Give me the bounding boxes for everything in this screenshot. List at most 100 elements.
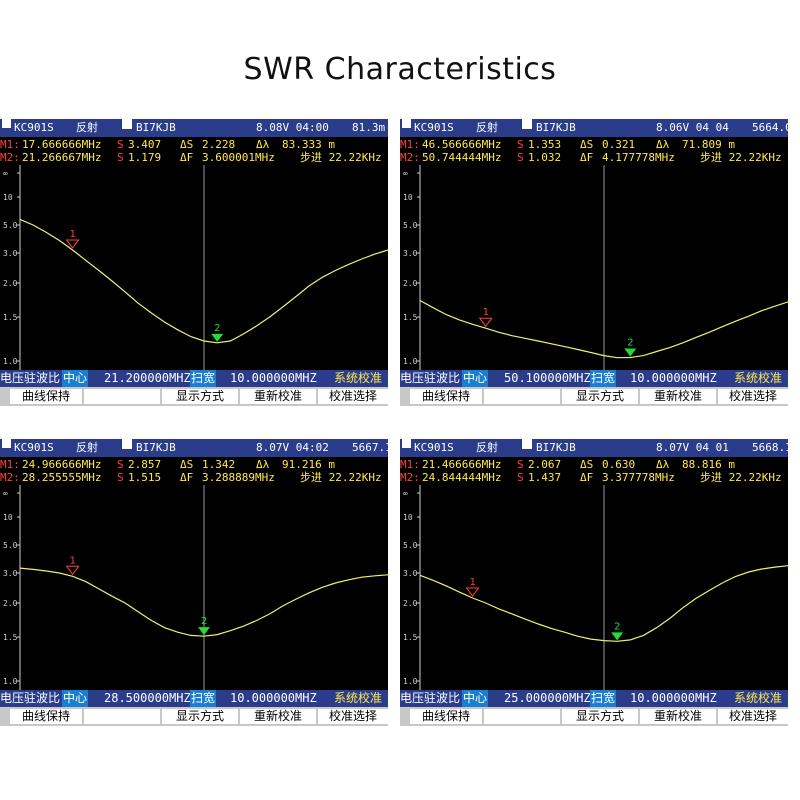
blank-softkey[interactable] <box>484 709 560 724</box>
m1-label: M1: <box>400 138 420 151</box>
span-frequency: 10.000000MHZ <box>630 691 717 705</box>
display-mode-button[interactable]: 显示方式 <box>562 389 638 404</box>
swr-plot[interactable]: ∞ 10 5.0 3.0 2.0 1.5 1.0 1 2 <box>400 165 788 370</box>
delta-s-value: 2.228 <box>202 138 236 151</box>
curve-hold-button[interactable]: 曲线保持 <box>410 709 482 724</box>
swr-trace <box>19 218 388 344</box>
y-tick-label: ∞ <box>403 489 408 498</box>
y-tick-label: 2.0 <box>3 599 18 608</box>
mode-label: 反射 <box>476 441 498 454</box>
center-frequency: 25.000000MHZ <box>504 691 591 705</box>
cable-length-label: 5668.1m <box>752 441 788 454</box>
curve-hold-button[interactable]: 曲线保持 <box>410 389 482 404</box>
marker-2-icon[interactable] <box>611 632 624 641</box>
cable-length-label: 5667.1m <box>352 441 388 454</box>
calibration-select-button[interactable]: 校准选择 <box>718 709 788 724</box>
y-tick-label: 3.0 <box>3 249 18 258</box>
calibration-select-button[interactable]: 校准选择 <box>318 709 388 724</box>
swr-plot[interactable]: ∞ 10 5.0 3.0 2.0 1.5 1.0 1 2 <box>400 485 788 690</box>
delta-s-value: 1.342 <box>202 458 236 471</box>
center-tag[interactable]: 中心 <box>462 370 489 387</box>
marker-2-icon[interactable] <box>198 627 210 636</box>
marker-1-icon[interactable] <box>65 565 80 576</box>
blank-softkey[interactable] <box>84 389 160 404</box>
measurement-type-label: 电压驻波比 <box>400 371 461 385</box>
blank-softkey[interactable] <box>84 709 160 724</box>
marker-2-icon[interactable] <box>624 348 637 357</box>
curve-hold-button[interactable]: 曲线保持 <box>10 709 82 724</box>
span-tag[interactable]: 扫宽 <box>190 370 217 387</box>
y-tick-label: 2.0 <box>403 599 418 608</box>
m1-label: M1: <box>0 458 20 471</box>
marker-1-icon[interactable] <box>465 587 480 597</box>
y-tick-label: 10 <box>403 513 413 522</box>
y-tick-label: 1.0 <box>403 357 418 366</box>
recalibrate-button[interactable]: 重新校准 <box>240 709 316 724</box>
softkey-bar: 曲线保持 显示方式 重新校准 校准选择 <box>400 387 788 406</box>
m1-s-value: 2.067 <box>528 458 562 471</box>
y-tick-label: ∞ <box>3 489 8 498</box>
m1-s-label: S <box>117 138 124 151</box>
calibration-status: 系统校准 <box>734 691 783 705</box>
m2-label: M2: <box>0 471 20 484</box>
span-tag[interactable]: 扫宽 <box>190 690 217 707</box>
delta-s-label: ΔS <box>580 458 594 471</box>
display-mode-button[interactable]: 显示方式 <box>162 709 238 724</box>
display-mode-button[interactable]: 显示方式 <box>162 389 238 404</box>
analyzer-screen-4: KC901S 反射 BI7KJB 8.07V 04 01 5668.1m M1:… <box>400 439 788 726</box>
measurement-type-label: 电压驻波比 <box>0 371 61 385</box>
span-frequency: 10.000000MHZ <box>230 691 317 705</box>
m2-freq: 50.744444MHz <box>422 151 502 164</box>
recalibrate-button[interactable]: 重新校准 <box>240 389 316 404</box>
calibration-select-button[interactable]: 校准选择 <box>718 389 788 404</box>
span-tag[interactable]: 扫宽 <box>590 690 617 707</box>
status-bar: KC901S 反射 BI7KJB 8.07V 04:02 5667.1m <box>0 439 388 457</box>
delta-f-label: ΔF <box>580 471 594 484</box>
marker-1-icon[interactable] <box>478 317 493 328</box>
y-tick-label: 5.0 <box>403 221 418 230</box>
m2-label: M2: <box>0 151 20 164</box>
battery-time-label: 8.07V 04:02 <box>256 441 329 454</box>
center-tag[interactable]: 中心 <box>62 690 89 707</box>
model-label: KC901S <box>414 121 454 134</box>
callsign-label: BI7KJB <box>536 121 576 134</box>
y-tick-label: 3.0 <box>403 249 418 258</box>
delta-f-label: ΔF <box>180 151 194 164</box>
delta-lambda-label: Δλ <box>656 458 670 471</box>
step-label: 步进 22.22KHz <box>700 471 782 484</box>
display-mode-button[interactable]: 显示方式 <box>562 709 638 724</box>
delta-lambda-label: Δλ <box>256 138 270 151</box>
sweep-info-bar: 电压驻波比 中心 21.200000MHZ 扫宽 10.000000MHZ 系统… <box>0 370 388 387</box>
y-tick-label: 1.5 <box>403 633 418 642</box>
calibration-status: 系统校准 <box>334 691 383 705</box>
m2-freq: 21.266667MHz <box>22 151 102 164</box>
delta-f-label: ΔF <box>180 471 194 484</box>
curve-hold-button[interactable]: 曲线保持 <box>10 389 82 404</box>
m1-s-value: 1.353 <box>528 138 562 151</box>
delta-s-label: ΔS <box>580 138 594 151</box>
swr-plot[interactable]: ∞ 10 5.0 3.0 2.0 1.5 1.0 1 2 <box>0 165 388 370</box>
center-tag[interactable]: 中心 <box>462 690 489 707</box>
marker-1-icon[interactable] <box>65 239 80 249</box>
m1-s-label: S <box>517 138 524 151</box>
m2-s-label: S <box>517 471 524 484</box>
mode-label: 反射 <box>476 121 498 134</box>
delta-lambda-label: Δλ <box>256 458 270 471</box>
m1-freq: 17.666666MHz <box>22 138 102 151</box>
span-tag[interactable]: 扫宽 <box>590 370 617 387</box>
y-tick-label: 10 <box>3 513 13 522</box>
recalibrate-button[interactable]: 重新校准 <box>640 709 716 724</box>
y-tick-label: 5.0 <box>3 221 18 230</box>
swr-trace <box>419 299 788 359</box>
center-tag[interactable]: 中心 <box>62 370 89 387</box>
swr-plot[interactable]: ∞ 10 5.0 3.0 2.0 1.5 1.0 1 2 <box>0 485 388 690</box>
marker-1-label: 1 <box>483 307 489 318</box>
m1-freq: 24.966666MHz <box>22 458 102 471</box>
recalibrate-button[interactable]: 重新校准 <box>640 389 716 404</box>
blank-softkey[interactable] <box>484 389 560 404</box>
softkey-bar: 曲线保持 显示方式 重新校准 校准选择 <box>0 707 388 726</box>
model-label: KC901S <box>414 441 454 454</box>
calibration-select-button[interactable]: 校准选择 <box>318 389 388 404</box>
calibration-status: 系统校准 <box>334 371 383 385</box>
marker-2-icon[interactable] <box>211 333 224 342</box>
